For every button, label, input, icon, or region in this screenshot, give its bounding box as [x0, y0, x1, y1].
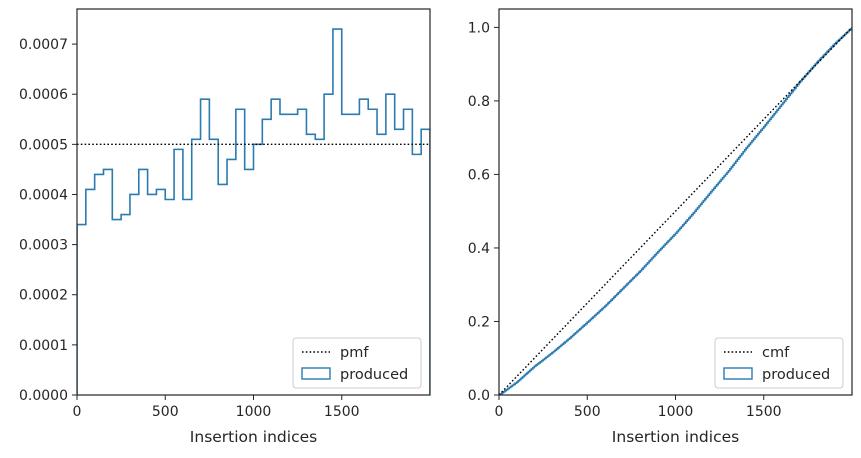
- x-tick-label: 500: [152, 404, 179, 420]
- legend-box-marker: [301, 367, 331, 380]
- pmf-histogram-panel: 0 500 1000 1500 0.0000 0.0001 0.0002 0.0003 0.00…: [19, 8, 431, 446]
- legend-label: produced: [340, 367, 408, 383]
- x-tick-label: 0: [73, 404, 82, 420]
- legend-frame: [292, 337, 422, 389]
- y-tick-label: 1.0: [468, 20, 490, 36]
- legend: cmf produced: [714, 337, 844, 389]
- legend-label: produced: [762, 367, 830, 383]
- series-cmf: [499, 26, 852, 395]
- plot-area: [499, 26, 852, 395]
- axes-frame: [498, 8, 853, 396]
- y-tick-label: 0.0: [468, 388, 490, 404]
- cmf-panel: 0 500 1000 1500 0.0 0.2 0.4 0.6 0.8 1.0 Insertion …: [468, 8, 853, 446]
- y-tick-label: 0.0006: [19, 87, 68, 103]
- y-tick-label: 0.4: [468, 241, 490, 257]
- y-tick-label: 0.6: [468, 167, 490, 183]
- x-tick-label: 1500: [324, 404, 360, 420]
- series-produced: [77, 28, 430, 395]
- legend-label: cmf: [762, 345, 790, 361]
- legend-frame: [714, 337, 844, 389]
- y-tick-label: 0.8: [468, 94, 490, 110]
- y-tick-label: 0.0003: [19, 238, 68, 254]
- y-tick-label: 0.0000: [19, 388, 68, 404]
- x-tick-label: 1000: [658, 404, 694, 420]
- plot-area: [77, 28, 430, 395]
- y-tick-label: 0.0004: [19, 187, 68, 203]
- y-tick-label: 0.2: [468, 314, 490, 330]
- legend-box-marker: [723, 367, 753, 380]
- x-tick-label: 0: [495, 404, 504, 420]
- y-tick-label: 0.0001: [19, 338, 68, 354]
- x-axis-label: Insertion indices: [612, 428, 739, 446]
- x-tick-label: 500: [574, 404, 601, 420]
- series-produced: [499, 27, 852, 395]
- y-tick-label: 0.0007: [19, 37, 68, 53]
- y-tick-label: 0.0005: [19, 137, 68, 153]
- legend-label: pmf: [340, 345, 369, 361]
- x-axis-label: Insertion indices: [190, 428, 317, 446]
- y-tick-label: 0.0002: [19, 288, 68, 304]
- x-tick-label: 1000: [236, 404, 272, 420]
- x-tick-label: 1500: [746, 404, 782, 420]
- legend: pmf produced: [292, 337, 422, 389]
